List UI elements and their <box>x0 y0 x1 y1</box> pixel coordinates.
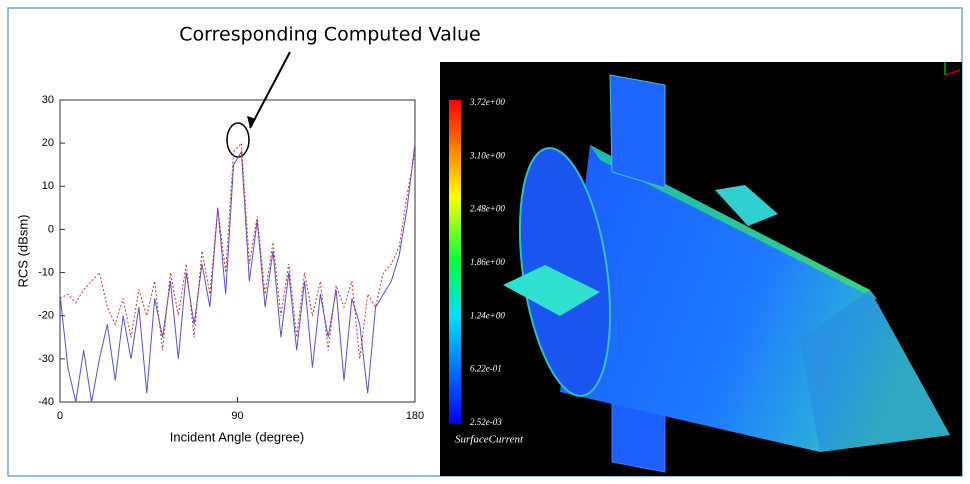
x-tick-label: 0 <box>57 410 63 422</box>
y-tick-label: 10 <box>42 180 54 192</box>
figure: Incident Angle (degree) RCS (dBsm) Corre… <box>0 0 970 484</box>
x-axis-label: Incident Angle (degree) <box>170 429 304 444</box>
colorbar-label: 3.10e+00 <box>469 150 505 160</box>
annotation: Corresponding Computed Value <box>179 24 480 46</box>
colorbar-label: 2.52e-03 <box>470 417 502 427</box>
y-tick-label: 30 <box>42 94 54 106</box>
y-axis-label: RCS (dBsm) <box>15 215 30 288</box>
colorbar-label: 6.22e-01 <box>470 364 502 374</box>
colorbar <box>449 100 461 423</box>
render-panel: SurfaceCurrent 3.72e+00 3.10e+00 2.48e+00 1… <box>440 62 962 476</box>
x-tick-label: 90 <box>231 410 243 422</box>
y-tick-label: -10 <box>38 266 54 278</box>
colorbar-label: 1.86e+00 <box>470 257 505 267</box>
x-tick-label: 180 <box>406 410 424 422</box>
colorbar-label: 1.24e+00 <box>470 310 505 320</box>
y-tick-label: -30 <box>38 353 54 365</box>
y-tick-label: -40 <box>38 396 54 408</box>
y-tick-label: 0 <box>48 223 54 235</box>
colorbar-label: 2.48e+00 <box>470 204 505 214</box>
y-tick-label: 20 <box>42 137 54 149</box>
figure-canvas: Incident Angle (degree) RCS (dBsm) Corre… <box>0 0 970 484</box>
colorbar-label: 3.72e+00 <box>469 97 505 107</box>
top-fin <box>610 75 665 188</box>
colorbar-title: SurfaceCurrent <box>455 434 524 446</box>
y-tick-label: -20 <box>38 310 54 322</box>
